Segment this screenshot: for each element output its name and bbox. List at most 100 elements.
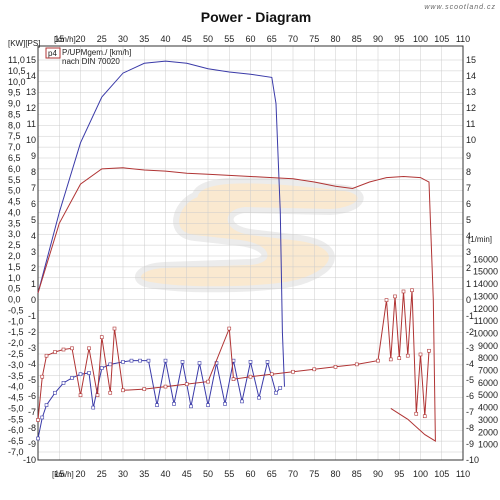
series-point	[414, 411, 419, 416]
kw-tick-label: -2,5	[8, 349, 24, 359]
ps-tick-label-left: 9	[31, 151, 36, 161]
ps-tick-label-left: -7	[28, 407, 36, 417]
kw-tick-label: -3,0	[8, 360, 24, 370]
x-tick-label-top: 50	[203, 34, 213, 44]
ps-tick-label-right: 8	[466, 167, 471, 177]
x-tick-label-bottom: 35	[139, 469, 149, 479]
kw-tick-label: 4,0	[8, 207, 21, 217]
x-tick-label-top: 45	[182, 34, 192, 44]
kw-tick-label: 2,0	[8, 251, 21, 261]
series-point	[121, 360, 125, 364]
x-tick-label-bottom: 30	[118, 469, 128, 479]
series-point	[87, 371, 91, 375]
x-tick-label-top: 105	[434, 34, 449, 44]
series-point	[146, 358, 151, 363]
x-tick-label-top: 70	[288, 34, 298, 44]
series-point	[206, 379, 210, 384]
x-axis-unit-bottom: [km/h]	[52, 470, 74, 479]
rpm-tick-label: 12000	[473, 304, 498, 314]
series-line-3	[37, 360, 281, 439]
rpm-tick-label: 1000	[478, 440, 498, 450]
brand-logo	[135, 177, 364, 293]
kw-tick-label: -6,5	[8, 436, 24, 446]
ps-tick-label-left: 4	[31, 231, 36, 241]
ps-tick-label-right: 2	[466, 263, 471, 273]
kw-tick-label: 0,5	[8, 284, 21, 294]
ps-tick-label-right: 14	[466, 71, 476, 81]
series-point	[376, 358, 380, 363]
rpm-tick-label: 6000	[478, 378, 498, 388]
series-point	[405, 353, 410, 358]
series-point	[278, 386, 283, 390]
ps-tick-label-right: 10	[466, 135, 476, 145]
series-point	[53, 390, 57, 395]
ps-tick-label-left: 14	[26, 71, 36, 81]
left-axis-unit: [KW][PS]	[8, 39, 40, 48]
x-tick-label-bottom: 45	[182, 469, 192, 479]
x-tick-label-bottom: 95	[394, 469, 404, 479]
kw-tick-label: 8,0	[8, 120, 21, 130]
kw-tick-label: -5,5	[8, 414, 24, 424]
rpm-tick-label: 16000	[473, 254, 498, 264]
ps-tick-label-right: 13	[466, 87, 476, 97]
ps-tick-label-right: 3	[466, 247, 471, 257]
ps-tick-label-left: 13	[26, 87, 36, 97]
x-tick-label-bottom: 55	[224, 469, 234, 479]
kw-tick-label: 1,5	[8, 262, 21, 272]
x-axis-unit-top: [km/h]	[54, 35, 76, 44]
x-tick-label-top: 25	[97, 34, 107, 44]
rpm-tick-label: 2000	[478, 427, 498, 437]
kw-tick-label: 6,0	[8, 164, 21, 174]
right-axis-unit: [1/min]	[468, 235, 492, 244]
ps-tick-label-left: -10	[23, 455, 36, 465]
kw-tick-label: -3,5	[8, 371, 24, 381]
series-point	[248, 374, 253, 379]
series-point	[108, 362, 113, 367]
kw-tick-label: 9,5	[8, 88, 21, 98]
series-point	[112, 326, 117, 331]
ps-tick-label-right: -4	[466, 359, 474, 369]
x-tick-label-top: 75	[309, 34, 319, 44]
kw-tick-label: -5,0	[8, 403, 24, 413]
ps-tick-label-left: 5	[31, 215, 36, 225]
kw-tick-label: 1,0	[8, 273, 21, 283]
series-point	[393, 294, 397, 299]
kw-tick-label: 7,5	[8, 131, 21, 141]
ps-tick-label-left: 11	[27, 119, 36, 129]
kw-tick-label: -1,0	[8, 316, 24, 326]
kw-tick-label: -6,0	[8, 425, 24, 435]
ps-tick-label-right: -10	[466, 455, 479, 465]
series-point	[44, 403, 49, 407]
x-tick-label-bottom: 70	[288, 469, 298, 479]
ps-tick-label-left: 2	[31, 263, 36, 273]
ps-tick-label-right: -3	[466, 343, 474, 353]
series-point	[78, 372, 83, 377]
series-point	[44, 353, 49, 358]
series-point	[138, 358, 142, 363]
series-point	[172, 402, 176, 406]
series-point	[427, 348, 431, 353]
ps-tick-label-right: -1	[466, 311, 474, 321]
series-point	[70, 376, 74, 380]
rpm-tick-label: 5000	[478, 390, 498, 400]
ps-tick-label-right: 12	[466, 103, 476, 113]
series-point	[401, 289, 406, 294]
series-point	[312, 367, 317, 372]
x-tick-label-top: 95	[394, 34, 404, 44]
series-point	[223, 402, 227, 406]
ps-tick-label-right: 7	[466, 183, 471, 193]
series-point	[78, 393, 83, 398]
x-tick-label-bottom: 100	[413, 469, 428, 479]
ps-tick-label-left: 8	[31, 167, 36, 177]
axis-ticks: 1515202025253030353540404545505055556060…	[8, 34, 498, 479]
x-tick-label-top: 80	[330, 34, 340, 44]
kw-tick-label: -1,5	[8, 327, 24, 337]
kw-tick-label: 3,5	[8, 218, 21, 228]
series-point	[142, 387, 147, 391]
series-point	[121, 388, 125, 393]
series-point	[61, 381, 66, 385]
series-point	[227, 326, 232, 331]
series-point	[231, 377, 236, 381]
rpm-tick-label: 8000	[478, 353, 498, 363]
